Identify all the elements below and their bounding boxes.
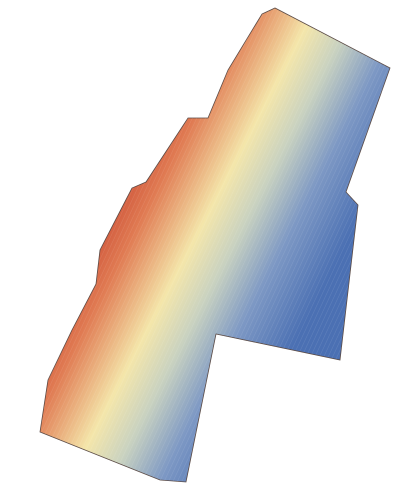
- field: [40, 8, 390, 482]
- field-map: [0, 0, 403, 488]
- field-texture: [40, 8, 390, 482]
- page: [0, 0, 403, 488]
